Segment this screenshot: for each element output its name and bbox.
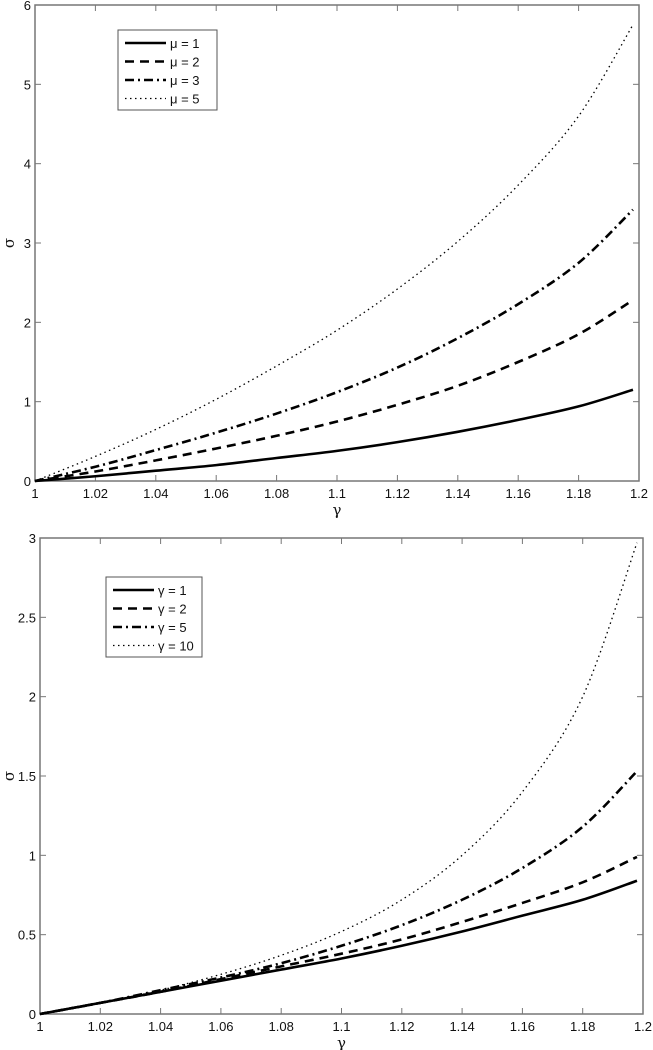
y-tick-label: 3 bbox=[29, 531, 36, 546]
series-line-dashed bbox=[34, 299, 634, 483]
x-axis-label: γ bbox=[337, 1034, 346, 1050]
legend: γ = 1 γ = 2 γ = 5 γ = 10 bbox=[105, 576, 203, 658]
x-tick-label: 1 bbox=[36, 1019, 43, 1034]
x-tick-label: 1 bbox=[31, 486, 38, 501]
legend-entry-label: μ = 1 bbox=[170, 36, 200, 51]
x-tick-label: 1.16 bbox=[506, 486, 531, 501]
x-tick-label: 1.06 bbox=[208, 1019, 233, 1034]
legend-entry-label: μ = 2 bbox=[170, 55, 200, 70]
series-line-solid bbox=[34, 388, 634, 483]
top-plot: 1 1.02 1.04 1.06 1.08 1.1 1.12 1.14 1.16 1.18 1.2 0… bbox=[0, 0, 648, 519]
legend-entry-label: γ = 1 bbox=[158, 583, 187, 598]
y-tick-label: 0 bbox=[29, 1007, 36, 1022]
legend-entry-label: γ = 2 bbox=[158, 602, 187, 617]
series-line-dotted bbox=[34, 24, 634, 482]
y-tick-label: 6 bbox=[24, 0, 31, 13]
x-tick-label: 1.04 bbox=[148, 1019, 173, 1034]
x-tick-label: 1.16 bbox=[510, 1019, 535, 1034]
y-tick-label: 1.5 bbox=[18, 769, 36, 784]
x-tick-label: 1.04 bbox=[143, 486, 168, 501]
x-tick-label: 1.02 bbox=[88, 1019, 113, 1034]
x-tick-label: 1.2 bbox=[634, 1019, 652, 1034]
y-tick-label: 2.5 bbox=[18, 610, 36, 625]
legend-entry-label: γ = 10 bbox=[158, 639, 194, 654]
legend-entry-label: γ = 5 bbox=[158, 620, 187, 635]
y-tick-label: 5 bbox=[24, 77, 31, 92]
x-tick-label: 1.14 bbox=[445, 486, 470, 501]
x-tick-label: 1.12 bbox=[389, 1019, 414, 1034]
x-tick-label: 1.08 bbox=[264, 486, 289, 501]
x-tick-label: 1.06 bbox=[204, 486, 229, 501]
y-tick-label: 1 bbox=[29, 848, 36, 863]
y-tick-label: 1 bbox=[24, 395, 31, 410]
y-tick-label: 4 bbox=[24, 157, 31, 172]
x-tick-label: 1.18 bbox=[566, 486, 591, 501]
x-tick-label: 1.12 bbox=[385, 486, 410, 501]
x-tick-label: 1.1 bbox=[332, 1019, 350, 1034]
x-tick-label: 1.08 bbox=[269, 1019, 294, 1034]
series-line-dashed bbox=[39, 855, 638, 1016]
x-tick-label: 1.2 bbox=[630, 486, 648, 501]
y-tick-label: 2 bbox=[29, 690, 36, 705]
series-line-dashdot bbox=[39, 770, 638, 1016]
x-tick-label: 1.02 bbox=[83, 486, 108, 501]
legend-entry-label: μ = 5 bbox=[170, 92, 200, 107]
x-tick-label: 1.14 bbox=[449, 1019, 474, 1034]
bottom-plot: 1 1.02 1.04 1.06 1.08 1.1 1.12 1.14 1.16 1.18 1.2 0… bbox=[0, 531, 652, 1050]
legend: μ = 1 μ = 2 μ = 3 μ = 5 bbox=[117, 29, 218, 111]
y-tick-label: 3 bbox=[24, 236, 31, 251]
y-axis-label: σ bbox=[0, 771, 18, 781]
x-axis-label: γ bbox=[333, 501, 342, 519]
legend-entry-label: μ = 3 bbox=[170, 73, 200, 88]
y-tick-label: 0.5 bbox=[18, 928, 36, 943]
y-axis-label: σ bbox=[0, 238, 18, 248]
series-line-solid bbox=[39, 879, 638, 1016]
y-tick-label: 2 bbox=[24, 315, 31, 330]
series-line-dashdot bbox=[34, 208, 634, 483]
y-tick-label: 0 bbox=[24, 474, 31, 489]
x-tick-label: 1.18 bbox=[570, 1019, 595, 1034]
x-tick-label: 1.1 bbox=[328, 486, 346, 501]
